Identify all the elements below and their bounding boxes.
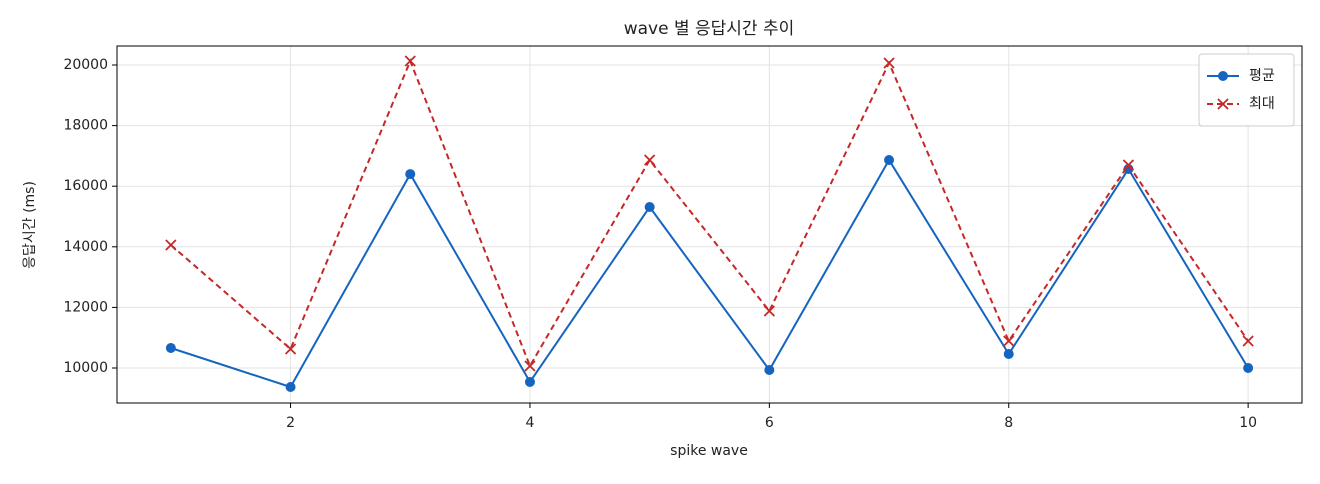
legend-marker: [1218, 71, 1228, 81]
y-tick-label: 16000: [63, 178, 108, 194]
point: [763, 305, 775, 317]
point: [284, 343, 297, 355]
point: [644, 154, 656, 166]
point: [883, 57, 895, 69]
y-tick-label: 12000: [63, 299, 108, 315]
x-tick-label: 2: [286, 415, 295, 431]
point: [1243, 363, 1254, 374]
point: [524, 376, 535, 387]
y-tick-label: 14000: [63, 239, 108, 255]
point: [764, 365, 775, 376]
point: [285, 382, 296, 393]
series-line: [170, 58, 1249, 369]
point: [1003, 335, 1015, 347]
point: [884, 155, 895, 166]
y-tick-label: 10000: [63, 360, 108, 376]
x-tick-label: 4: [525, 415, 534, 431]
series-line: [170, 158, 1249, 389]
legend-label: 최대: [1249, 96, 1275, 112]
point: [524, 360, 536, 372]
legend-box: [1198, 53, 1295, 127]
chart-title: wave 별 응답시간 추이: [624, 19, 795, 39]
x-tick-label: 10: [1239, 415, 1257, 431]
y-tick-label: 20000: [63, 57, 108, 73]
point: [1242, 335, 1254, 347]
y-tick-label: 18000: [63, 118, 108, 134]
legend-marker: [1217, 98, 1229, 110]
y-axis-label: 응답시간 (ms): [22, 181, 38, 269]
point: [405, 169, 416, 180]
point: [1122, 159, 1135, 171]
point: [165, 343, 176, 354]
point: [1003, 349, 1014, 360]
plot-frame: [116, 45, 1303, 404]
point: [165, 239, 177, 251]
point: [404, 55, 416, 67]
x-tick-label: 6: [765, 415, 774, 431]
x-axis-label: spike wave: [670, 443, 748, 459]
legend-label: 평균: [1249, 68, 1275, 84]
x-tick-label: 8: [1004, 415, 1013, 431]
point: [644, 202, 655, 213]
